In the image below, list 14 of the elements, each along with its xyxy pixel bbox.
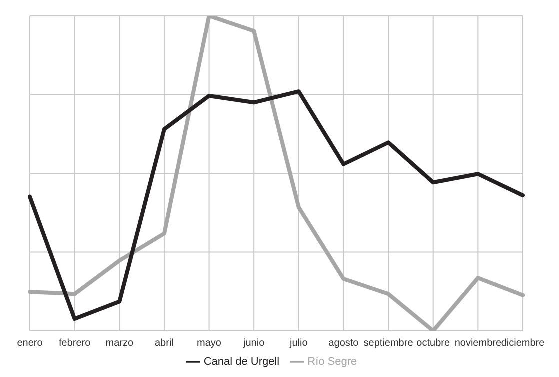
x-tick-label: agosto (328, 338, 360, 350)
x-tick-label: abril (155, 338, 174, 350)
x-tick-label: febrero (58, 338, 92, 350)
x-tick-label: enero (17, 338, 44, 350)
x-tick-label: junio (242, 338, 266, 350)
x-tick-label: noviembre (454, 338, 502, 350)
x-tick-label: mayo (197, 338, 222, 350)
x-tick-label: septiembre (364, 338, 414, 350)
legend-label: Canal de Urgell (204, 356, 280, 368)
x-tick-label: julio (289, 338, 308, 350)
x-tick-label: marzo (106, 338, 134, 350)
legend-label: Río Segre (308, 356, 358, 368)
x-tick-label: octubre (416, 338, 450, 350)
x-tick-label: diciembre (501, 338, 546, 350)
